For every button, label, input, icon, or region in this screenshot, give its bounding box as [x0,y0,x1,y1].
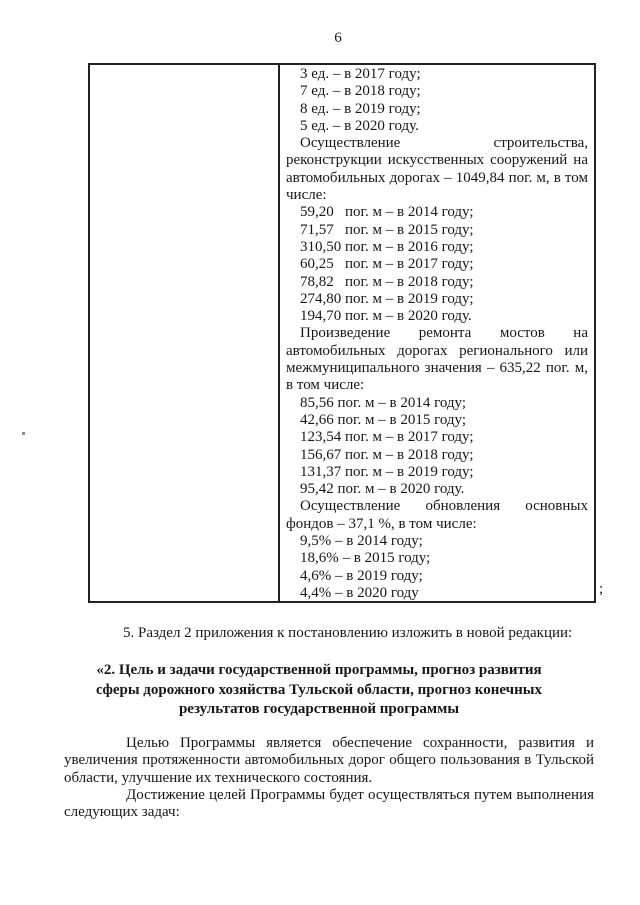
body-text-block: 5. Раздел 2 приложения к постановлению и… [64,617,594,821]
table-line: 42,66 пог. м – в 2015 году; [300,411,467,428]
bridge-repair-paragraph: Произведение ремонта мостов на автомобил… [286,325,588,394]
amendment-clause-line: 5. Раздел 2 приложения к постановлению и… [123,625,573,641]
section-heading-line: результатов государственной программы [178,700,460,717]
table-line: 131,37 пог. м – в 2019 году; [300,463,474,480]
table-cell-right: 3 ед. – в 2017 году; 7 ед. – в 2018 году;… [280,65,594,601]
table-line: 8 ед. – в 2019 году; [300,100,421,117]
scan-artifact-speck [22,432,25,435]
table-cell-left-empty [90,65,280,601]
table-line: 71,57 пог. м – в 2015 году; [300,221,474,238]
page-number: 6 [334,30,342,46]
section-heading: «2. Цель и задачи государственной програ… [64,661,574,719]
table-line: 7 ед. – в 2018 году; [300,83,421,100]
table-line: 85,56 пог. м – в 2014 году; [300,394,467,411]
unit-count-list: 3 ед. – в 2017 году; 7 ед. – в 2018 году;… [286,66,588,135]
program-indicators-table: 3 ед. – в 2017 году; 7 ед. – в 2018 году;… [88,63,596,603]
table-line: 95,42 пог. м – в 2020 году. [300,481,465,498]
section-heading-line: «2. Цель и задачи государственной програ… [96,662,542,679]
table-line: 18,6% – в 2015 году; [300,550,431,567]
program-tasks-paragraph: Достижение целей Программы будет осущест… [64,786,594,821]
construction-meters-list: 59,20 пог. м – в 2014 году; 71,57 пог. м … [286,204,588,325]
table-line: 194,70 пог. м – в 2020 году. [300,308,472,325]
table-line: 5 ед. – в 2020 году. [300,117,419,134]
table-closing-semicolon: ; [599,581,604,597]
table-line: 156,67 пог. м – в 2018 году; [300,446,474,463]
fixed-assets-list: 9,5% – в 2014 году; 18,6% – в 2015 году; 4… [286,533,588,601]
construction-structures-paragraph: Осуществление строительства, реконструкц… [286,135,588,204]
bridge-repair-list: 85,56 пог. м – в 2014 году; 42,66 пог. м … [286,395,588,499]
table-line: 59,20 пог. м – в 2014 году; [300,204,474,221]
section-heading-line: сферы дорожного хозяйства Тульской облас… [96,681,542,698]
table-line: 123,54 пог. м – в 2017 году; [300,429,474,446]
table-line: 78,82 пог. м – в 2018 году; [300,273,474,290]
table-line: 4,4% – в 2020 году [300,584,419,601]
table-line: 9,5% – в 2014 году; [300,533,423,550]
fixed-assets-paragraph: Осуществление обновления основных фондов… [286,498,588,532]
table-line: 3 ед. – в 2017 году; [300,66,421,82]
table-line: 274,80 пог. м – в 2019 году; [300,290,474,307]
program-goal-paragraph: Целью Программы является обеспечение сох… [64,734,594,786]
table-line: 4,6% – в 2019 году; [300,567,423,584]
table-line: 60,25 пог. м – в 2017 году; [300,256,474,273]
table-line: 310,50 пог. м – в 2016 году; [300,238,474,255]
